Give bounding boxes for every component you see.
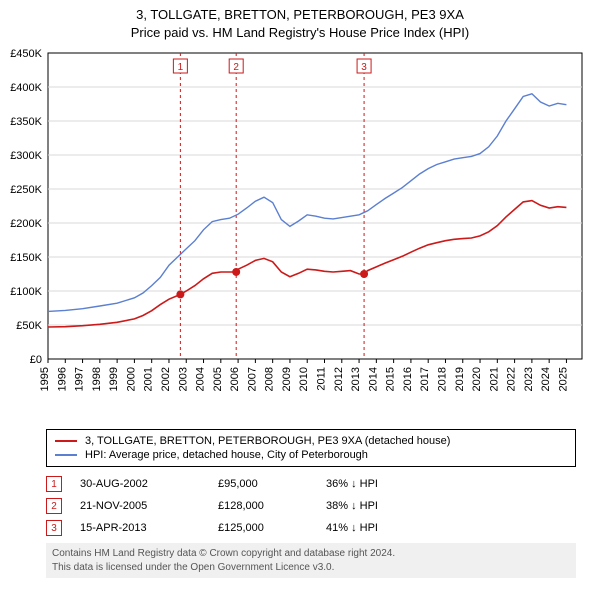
- y-tick-label: £100K: [10, 286, 42, 298]
- event-number-box: 3: [46, 520, 62, 536]
- y-tick-label: £0: [30, 354, 42, 366]
- legend-row: 3, TOLLGATE, BRETTON, PETERBOROUGH, PE3 …: [55, 434, 567, 448]
- x-tick-label: 2025: [557, 367, 569, 391]
- x-tick-label: 2009: [281, 367, 293, 391]
- chart-svg: £0 £50K £100K £150K £200K £250K £300K £350K £400…: [0, 41, 600, 421]
- event-delta: 41% ↓ HPI: [326, 522, 378, 534]
- x-tick-label: 2023: [523, 367, 535, 391]
- y-tick-label: £200K: [10, 218, 42, 230]
- x-tick-label: 2017: [419, 367, 431, 391]
- event-number-box: 2: [46, 498, 62, 514]
- y-tick-label: £400K: [10, 82, 42, 94]
- event-price: £125,000: [218, 522, 308, 534]
- x-tick-label: 1997: [74, 367, 86, 391]
- title-line1: 3, TOLLGATE, BRETTON, PETERBOROUGH, PE3 …: [0, 6, 600, 24]
- x-tick-label: 2020: [471, 367, 483, 391]
- footnote-line2: This data is licensed under the Open Gov…: [52, 561, 570, 575]
- footnote: Contains HM Land Registry data © Crown c…: [46, 543, 576, 578]
- chart-title: 3, TOLLGATE, BRETTON, PETERBOROUGH, PE3 …: [0, 0, 600, 41]
- x-tick-label: 2021: [488, 367, 500, 391]
- x-tick-label: 2006: [229, 367, 241, 391]
- legend-swatch: [55, 454, 77, 456]
- event-dot: [360, 270, 368, 278]
- x-tick-label: 1995: [39, 367, 51, 391]
- x-tick-label: 2004: [195, 367, 207, 391]
- y-tick-label: £150K: [10, 252, 42, 264]
- x-tick-label: 2022: [506, 367, 518, 391]
- x-tick-label: 1998: [91, 367, 103, 391]
- x-tick-label: 2001: [143, 367, 155, 391]
- y-tick-label: £250K: [10, 184, 42, 196]
- event-row: 3 15-APR-2013 £125,000 41% ↓ HPI: [46, 517, 576, 539]
- event-dot: [232, 268, 240, 276]
- x-tick-label: 2015: [385, 367, 397, 391]
- event-row: 2 21-NOV-2005 £128,000 38% ↓ HPI: [46, 495, 576, 517]
- event-date: 21-NOV-2005: [80, 500, 200, 512]
- legend-label: HPI: Average price, detached house, City…: [85, 449, 368, 461]
- legend: 3, TOLLGATE, BRETTON, PETERBOROUGH, PE3 …: [46, 429, 576, 467]
- event-date: 15-APR-2013: [80, 522, 200, 534]
- legend-row: HPI: Average price, detached house, City…: [55, 448, 567, 462]
- x-tick-label: 2000: [125, 367, 137, 391]
- event-list: 1 30-AUG-2002 £95,000 36% ↓ HPI 2 21-NOV-2005…: [46, 473, 576, 539]
- y-tick-label: £450K: [10, 48, 42, 60]
- event-flag-num: 1: [178, 62, 184, 73]
- y-tick-label: £300K: [10, 150, 42, 162]
- x-tick-label: 2002: [160, 367, 172, 391]
- y-tick-label: £50K: [16, 320, 42, 332]
- x-tick-label: 2024: [540, 367, 552, 391]
- x-tick-label: 1996: [56, 367, 68, 391]
- event-date: 30-AUG-2002: [80, 478, 200, 490]
- event-price: £95,000: [218, 478, 308, 490]
- x-tick-label: 2013: [350, 367, 362, 391]
- x-tick-label: 2012: [333, 367, 345, 391]
- title-line2: Price paid vs. HM Land Registry's House …: [0, 24, 600, 42]
- x-tick-label: 1999: [108, 367, 120, 391]
- event-dot: [176, 290, 184, 298]
- event-price: £128,000: [218, 500, 308, 512]
- event-delta: 36% ↓ HPI: [326, 478, 378, 490]
- footnote-line1: Contains HM Land Registry data © Crown c…: [52, 547, 570, 561]
- x-tick-label: 2008: [264, 367, 276, 391]
- event-number-box: 1: [46, 476, 62, 492]
- x-tick-label: 2014: [367, 367, 379, 391]
- event-delta: 38% ↓ HPI: [326, 500, 378, 512]
- event-flag-num: 2: [233, 62, 239, 73]
- legend-label: 3, TOLLGATE, BRETTON, PETERBOROUGH, PE3 …: [85, 435, 450, 447]
- x-tick-label: 2019: [454, 367, 466, 391]
- x-tick-label: 2005: [212, 367, 224, 391]
- plot-bg: [48, 53, 582, 359]
- y-tick-label: £350K: [10, 116, 42, 128]
- x-tick-label: 2011: [316, 367, 328, 391]
- x-tick-label: 2016: [402, 367, 414, 391]
- event-flag-num: 3: [361, 62, 367, 73]
- x-tick-label: 2018: [436, 367, 448, 391]
- x-tick-label: 2010: [298, 367, 310, 391]
- x-tick-label: 2007: [246, 367, 258, 391]
- chart-area: £0 £50K £100K £150K £200K £250K £300K £350K £400…: [0, 41, 600, 421]
- legend-swatch: [55, 440, 77, 442]
- x-tick-label: 2003: [177, 367, 189, 391]
- event-row: 1 30-AUG-2002 £95,000 36% ↓ HPI: [46, 473, 576, 495]
